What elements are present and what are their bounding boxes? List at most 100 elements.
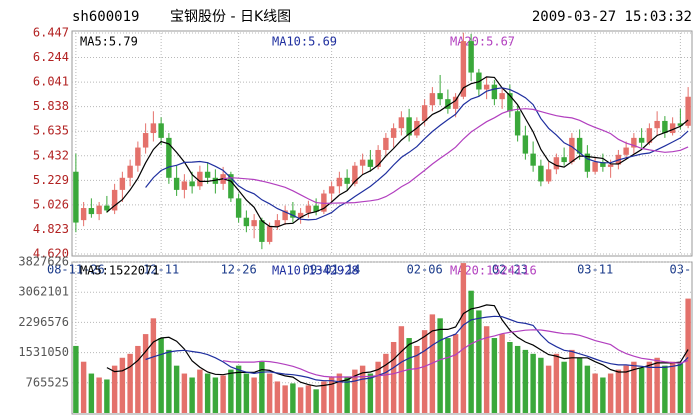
volume-bar	[305, 385, 312, 413]
volume-ma-line	[145, 315, 689, 383]
candle-body	[662, 120, 668, 134]
ma-label: MA10:1342928	[272, 264, 359, 278]
candle-body	[491, 84, 498, 100]
candle-body	[204, 171, 211, 178]
volume-bar	[80, 361, 87, 413]
candle-body	[104, 205, 110, 211]
volume-bar	[375, 361, 381, 413]
volume-bar	[235, 365, 242, 413]
candle-body	[336, 177, 343, 187]
candle-body	[290, 210, 296, 218]
volume-bar	[142, 334, 149, 413]
timestamp: 2009-03-27 15:03:32	[532, 9, 692, 25]
x-tick-label: 12-11	[143, 263, 179, 277]
candle-body	[460, 41, 467, 97]
y-tick-label: 3062101	[18, 285, 69, 299]
candle-body	[654, 120, 660, 129]
volume-bar	[468, 290, 474, 413]
candle-body	[96, 205, 102, 215]
ma-line	[223, 108, 689, 205]
volume-bar	[561, 361, 567, 413]
volume-bar	[530, 353, 536, 413]
candle-body	[197, 171, 203, 187]
volume-bar	[584, 365, 591, 413]
candle-body	[576, 137, 583, 154]
candle-body	[313, 205, 319, 212]
candle-body	[421, 105, 428, 121]
volume-bar	[615, 369, 622, 413]
volume-bar	[104, 379, 110, 413]
volume-bar	[290, 383, 296, 413]
volume-bar	[204, 373, 211, 413]
volume-bar	[96, 377, 102, 413]
volume-bar	[646, 361, 653, 413]
volume-bar	[445, 338, 451, 413]
candle-body	[305, 205, 312, 213]
volume-bar	[321, 381, 327, 413]
candle-body	[677, 123, 684, 126]
volume-bar	[491, 338, 498, 413]
candle-body	[73, 171, 79, 223]
candle-body	[623, 147, 629, 155]
candle-body	[383, 137, 389, 150]
volume-bar	[553, 353, 560, 413]
ma-line	[106, 76, 689, 228]
volume-bar	[414, 345, 420, 413]
volume-bar	[328, 377, 335, 413]
candle-body	[243, 217, 250, 227]
volume-bar	[119, 357, 126, 413]
candle-body	[592, 162, 598, 172]
volume-bar	[460, 263, 467, 413]
volume-bar	[220, 375, 226, 413]
x-tick-label: 02-06	[407, 263, 443, 277]
candle-body	[545, 169, 552, 182]
candle-body	[607, 164, 614, 167]
y-tick-label: 6.244	[33, 50, 69, 64]
candle-body	[584, 153, 591, 172]
candle-body	[359, 159, 366, 166]
y-tick-label: 5.838	[33, 99, 69, 113]
y-tick-label: 1531050	[18, 345, 69, 359]
volume-bar	[266, 373, 273, 413]
volume-bar	[545, 365, 552, 413]
ma-line	[145, 87, 689, 221]
candle-body	[507, 93, 513, 112]
candle-body	[499, 93, 505, 100]
candle-body	[445, 99, 451, 109]
volume-bar	[623, 365, 629, 413]
price-frame	[71, 30, 693, 257]
candle-body	[390, 128, 397, 138]
volume-bar	[654, 357, 660, 413]
chart-title: 宝钢股份 - 日K线图	[170, 9, 291, 25]
volume-bar	[507, 341, 513, 413]
candle-body	[297, 212, 304, 218]
candle-body	[553, 157, 560, 170]
volume-bar	[522, 349, 529, 413]
candle-body	[468, 41, 474, 73]
candle-body	[80, 208, 87, 221]
volume-bar	[313, 389, 319, 413]
candle-body	[150, 123, 157, 134]
volume-bar	[677, 363, 684, 413]
candle-body	[158, 123, 164, 138]
candle-body	[142, 133, 149, 148]
y-tick-label: 2296576	[18, 315, 69, 329]
candle-body	[321, 193, 327, 212]
candle-body	[181, 181, 188, 190]
candle-body	[569, 137, 575, 163]
volume-bar	[631, 361, 637, 413]
x-tick-label: 09-01-14	[303, 263, 361, 277]
candle-body	[127, 165, 133, 178]
ma-label: MA20:1524116	[450, 264, 537, 278]
candle-body	[514, 111, 521, 136]
candle-body	[685, 96, 691, 126]
volume-bar	[576, 357, 583, 413]
candle-body	[669, 123, 676, 134]
volume-bar	[251, 377, 257, 413]
x-tick-label: 03-	[670, 263, 692, 277]
volume-bar	[421, 330, 428, 413]
volume-bar	[197, 369, 203, 413]
candle-body	[538, 165, 544, 182]
candle-body	[600, 162, 606, 167]
